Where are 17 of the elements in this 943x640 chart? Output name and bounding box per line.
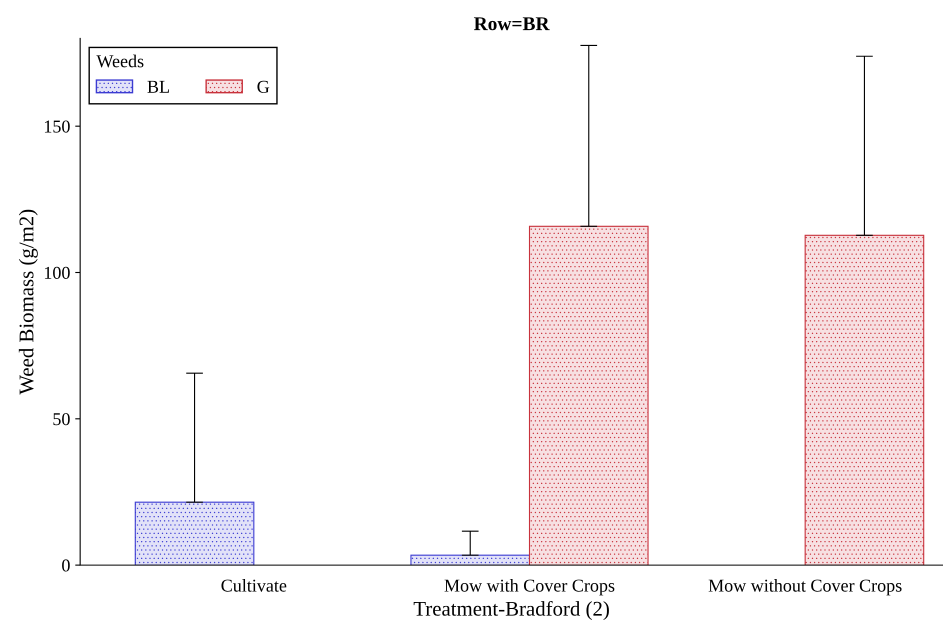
- x-tick-label: Cultivate: [221, 579, 286, 592]
- y-axis-title: Weed Biomass (g/m2): [18, 210, 38, 395]
- bar: [804, 234, 924, 566]
- y-tick-label: 100: [44, 266, 70, 279]
- legend-label: G: [257, 80, 270, 93]
- x-axis-title: Treatment-Bradford (2): [414, 600, 609, 620]
- bar: [410, 554, 530, 566]
- y-tick-label: 0: [62, 559, 70, 572]
- y-tick-label: 50: [53, 413, 70, 426]
- y-tick-label: 150: [44, 120, 70, 133]
- legend-label: BL: [147, 80, 169, 93]
- chart-title: Row=BR: [474, 17, 550, 30]
- legend-title: Weeds: [96, 54, 144, 68]
- x-tick-label: Mow without Cover Crops: [708, 579, 902, 596]
- bar: [528, 226, 649, 566]
- bar: [134, 502, 254, 566]
- x-tick-label: Mow with Cover Crops: [444, 579, 614, 596]
